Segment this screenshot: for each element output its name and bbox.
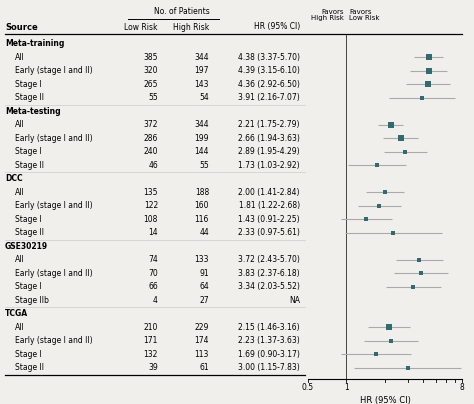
Text: All: All [15,120,25,129]
Text: 70: 70 [148,269,158,278]
Text: Meta-testing: Meta-testing [5,107,61,116]
Text: All: All [15,188,25,197]
Text: 4.38 (3.37-5.70): 4.38 (3.37-5.70) [238,53,300,62]
Text: 4: 4 [153,296,158,305]
Text: 1.69 (0.90-3.17): 1.69 (0.90-3.17) [238,350,300,359]
Text: 372: 372 [144,120,158,129]
Text: 3.91 (2.16-7.07): 3.91 (2.16-7.07) [238,93,300,102]
Text: 66: 66 [148,282,158,291]
Text: Stage I: Stage I [15,282,42,291]
Text: Early (stage I and II): Early (stage I and II) [15,201,92,210]
Text: Favors: Favors [349,9,372,15]
Text: 2.33 (0.97-5.61): 2.33 (0.97-5.61) [238,228,300,237]
Text: 39: 39 [148,363,158,372]
Text: Favors: Favors [321,9,344,15]
Text: 188: 188 [195,188,209,197]
Text: 135: 135 [144,188,158,197]
Text: TCGA: TCGA [5,309,28,318]
Text: GSE30219: GSE30219 [5,242,48,251]
Text: Stage I: Stage I [15,215,42,224]
Text: 1.43 (0.91-2.25): 1.43 (0.91-2.25) [238,215,300,224]
Text: High Risk: High Risk [310,15,344,21]
Text: Low Risk: Low Risk [349,15,380,21]
Text: Meta-training: Meta-training [5,39,64,48]
Text: Stage I: Stage I [15,350,42,359]
Text: 2.23 (1.37-3.63): 2.23 (1.37-3.63) [238,336,300,345]
Text: All: All [15,255,25,264]
Text: 3.34 (2.03-5.52): 3.34 (2.03-5.52) [238,282,300,291]
Text: Early (stage I and II): Early (stage I and II) [15,66,92,75]
Text: 210: 210 [144,323,158,332]
Text: 91: 91 [200,269,209,278]
Text: 4.39 (3.15-6.10): 4.39 (3.15-6.10) [238,66,300,75]
Text: 54: 54 [199,93,209,102]
Text: 64: 64 [199,282,209,291]
Text: All: All [15,53,25,62]
Text: 27: 27 [200,296,209,305]
Text: 116: 116 [195,215,209,224]
Text: HR (95% CI): HR (95% CI) [254,23,300,32]
Text: Early (stage I and II): Early (stage I and II) [15,269,92,278]
Text: Stage II: Stage II [15,228,44,237]
Text: 122: 122 [144,201,158,210]
Text: 2.66 (1.94-3.63): 2.66 (1.94-3.63) [238,134,300,143]
Text: 55: 55 [148,93,158,102]
Text: Source: Source [5,23,38,32]
Text: 74: 74 [148,255,158,264]
Text: 240: 240 [144,147,158,156]
Text: Stage I: Stage I [15,80,42,89]
Text: Early (stage I and II): Early (stage I and II) [15,134,92,143]
Text: 1.81 (1.22-2.68): 1.81 (1.22-2.68) [239,201,300,210]
Text: Low Risk: Low Risk [125,23,158,32]
Text: 8: 8 [460,383,465,393]
Text: Early (stage I and II): Early (stage I and II) [15,336,92,345]
Text: Stage I: Stage I [15,147,42,156]
Text: 197: 197 [194,66,209,75]
Text: 174: 174 [194,336,209,345]
Text: HR (95% CI): HR (95% CI) [360,396,410,404]
Text: 55: 55 [199,161,209,170]
Text: 144: 144 [194,147,209,156]
Text: 320: 320 [144,66,158,75]
Text: 1.73 (1.03-2.92): 1.73 (1.03-2.92) [238,161,300,170]
Text: 2.15 (1.46-3.16): 2.15 (1.46-3.16) [238,323,300,332]
Text: NA: NA [289,296,300,305]
Text: 113: 113 [195,350,209,359]
Text: 265: 265 [144,80,158,89]
Text: 143: 143 [194,80,209,89]
Text: 344: 344 [194,53,209,62]
Text: High Risk: High Risk [173,23,209,32]
Text: 199: 199 [194,134,209,143]
Text: 132: 132 [144,350,158,359]
Text: 286: 286 [144,134,158,143]
Text: 2.00 (1.41-2.84): 2.00 (1.41-2.84) [238,188,300,197]
Text: Stage II: Stage II [15,161,44,170]
Text: 2.21 (1.75-2.79): 2.21 (1.75-2.79) [238,120,300,129]
Text: 344: 344 [194,120,209,129]
Text: No. of Patients: No. of Patients [154,8,210,17]
Text: 133: 133 [194,255,209,264]
Text: 2.89 (1.95-4.29): 2.89 (1.95-4.29) [238,147,300,156]
Text: 160: 160 [194,201,209,210]
Text: 0.5: 0.5 [302,383,314,393]
Text: Stage II: Stage II [15,93,44,102]
Text: 1: 1 [344,383,349,393]
Text: Stage IIb: Stage IIb [15,296,49,305]
Text: 3.72 (2.43-5.70): 3.72 (2.43-5.70) [238,255,300,264]
Text: 3.00 (1.15-7.83): 3.00 (1.15-7.83) [238,363,300,372]
Text: DCC: DCC [5,174,23,183]
Text: 108: 108 [144,215,158,224]
Text: 44: 44 [199,228,209,237]
Text: 61: 61 [200,363,209,372]
Text: 4.36 (2.92-6.50): 4.36 (2.92-6.50) [238,80,300,89]
Text: Stage II: Stage II [15,363,44,372]
Text: 385: 385 [144,53,158,62]
Text: All: All [15,323,25,332]
Text: 46: 46 [148,161,158,170]
Text: 171: 171 [144,336,158,345]
Text: 3.83 (2.37-6.18): 3.83 (2.37-6.18) [238,269,300,278]
Text: 229: 229 [195,323,209,332]
Text: 14: 14 [148,228,158,237]
